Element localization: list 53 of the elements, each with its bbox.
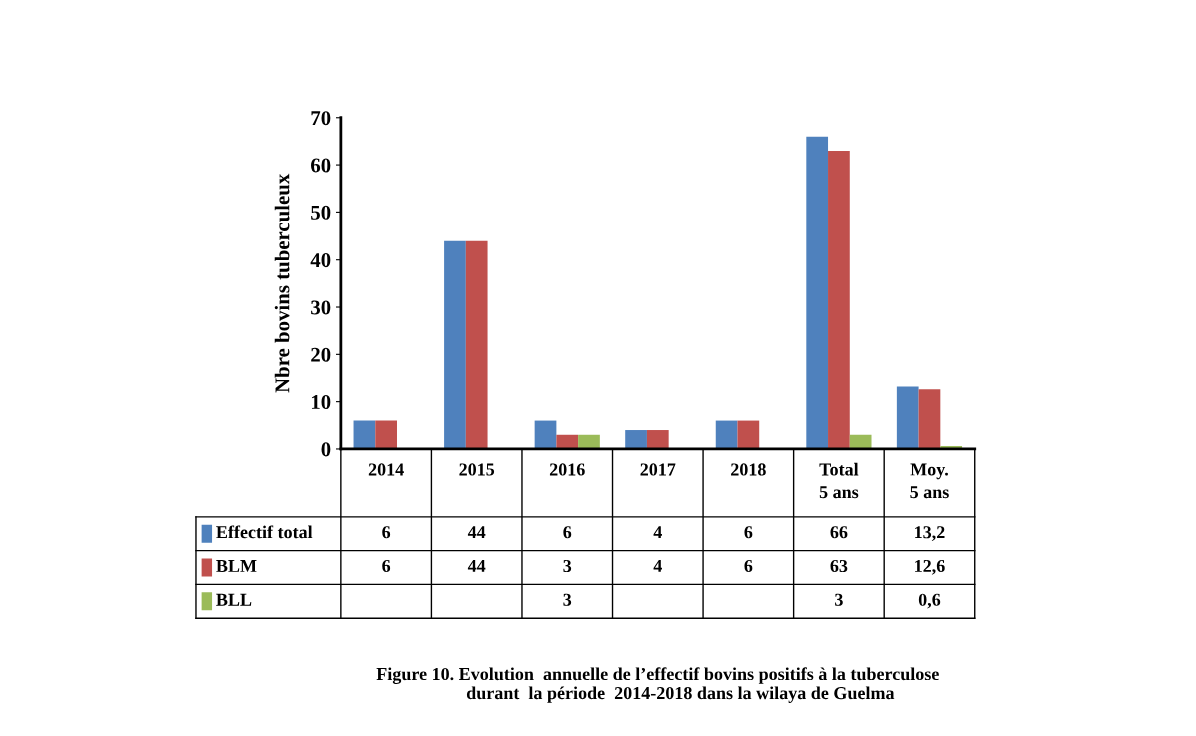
y-tick-label: 60 bbox=[311, 158, 331, 173]
bar bbox=[806, 136, 829, 449]
data-label: 63 bbox=[830, 559, 848, 573]
x-tick-label: Total 5 ans bbox=[819, 462, 859, 499]
y-tick-label: 30 bbox=[311, 300, 331, 315]
y-axis-title: Nbre bovins tuberculeux bbox=[274, 173, 290, 393]
data-label: 6 bbox=[744, 526, 753, 539]
data-label: 6 bbox=[382, 526, 391, 539]
bar bbox=[625, 430, 647, 449]
x-tick-label: 2014 bbox=[368, 463, 404, 476]
legend-label: BLM bbox=[216, 560, 257, 572]
bar bbox=[737, 420, 760, 449]
x-tick-label: Moy. 5 ans bbox=[910, 463, 949, 499]
data-label: 6 bbox=[563, 526, 572, 539]
y-tick-label: 50 bbox=[311, 205, 331, 220]
x-tick-label: 2018 bbox=[731, 463, 766, 476]
bar bbox=[465, 240, 488, 449]
data-label: 66 bbox=[830, 526, 848, 539]
data-label: 0,6 bbox=[918, 593, 941, 609]
bar bbox=[444, 240, 466, 449]
data-label: 4 bbox=[653, 559, 662, 572]
y-tick-label: 0 bbox=[321, 442, 331, 457]
legend-label: BLL bbox=[216, 593, 252, 606]
bar bbox=[556, 434, 579, 449]
data-label: 3 bbox=[563, 559, 572, 573]
data-label: 4 bbox=[653, 526, 662, 539]
data-label: 44 bbox=[467, 526, 486, 539]
x-tick-label: 2016 bbox=[549, 463, 585, 476]
bar bbox=[918, 389, 941, 449]
data-label: 3 bbox=[835, 593, 843, 606]
y-tick-label: 70 bbox=[311, 111, 331, 126]
bar bbox=[849, 434, 872, 449]
data-label: 3 bbox=[563, 593, 572, 606]
y-tick-label: 40 bbox=[310, 253, 331, 268]
bar bbox=[353, 420, 376, 449]
y-tick-label: 10 bbox=[311, 395, 331, 410]
bar bbox=[896, 386, 919, 449]
data-label: 13,2 bbox=[915, 526, 945, 541]
bar bbox=[534, 420, 557, 449]
bar bbox=[375, 420, 397, 449]
bar bbox=[646, 430, 669, 449]
caption: Figure 10. Evolution annuelle de l’effectif bovins positifs à la tuberculose durant la période 2014-2018 dans la wilaya de Guelma bbox=[376, 667, 939, 703]
y-tick-label: 20 bbox=[311, 347, 331, 362]
bar bbox=[828, 150, 850, 449]
data-label: 12,6 bbox=[915, 559, 945, 575]
data-label: 6 bbox=[744, 559, 753, 573]
data-label: 44 bbox=[467, 559, 486, 572]
x-tick-label: 2017 bbox=[640, 463, 676, 476]
x-tick-label: 2015 bbox=[459, 463, 495, 476]
bar bbox=[578, 434, 600, 449]
data-label: 6 bbox=[382, 559, 391, 573]
bar bbox=[715, 420, 738, 449]
legend-label: Effectif total bbox=[216, 525, 313, 539]
